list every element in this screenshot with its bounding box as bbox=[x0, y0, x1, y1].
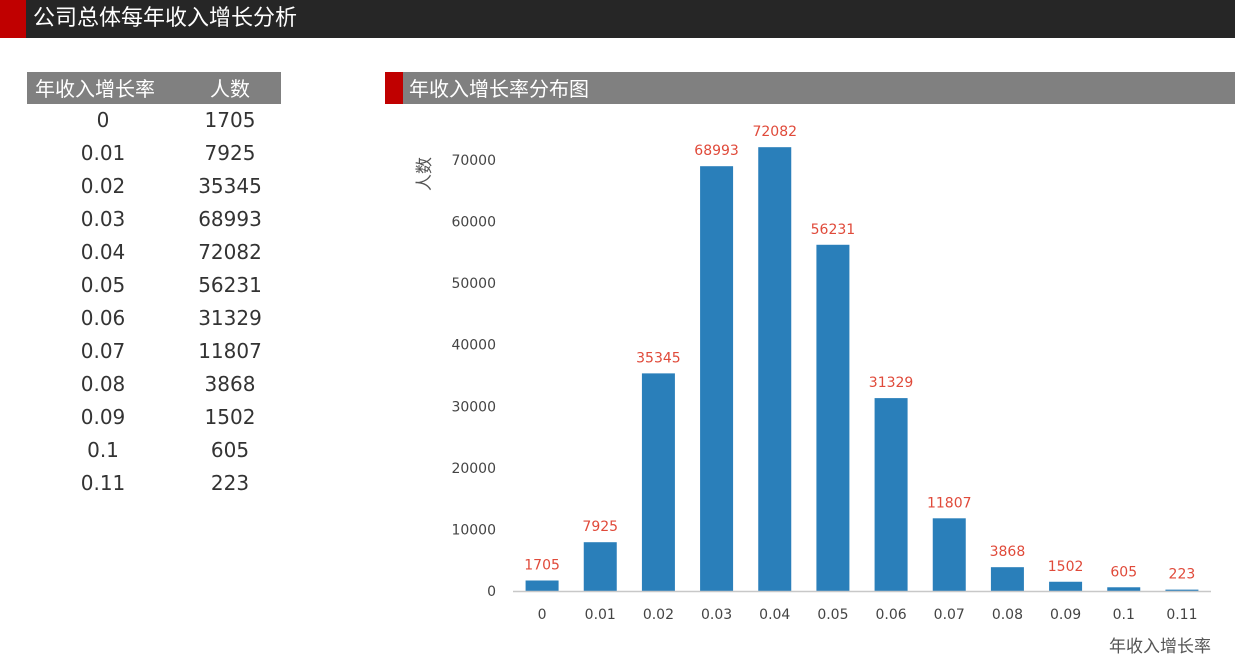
cell-count: 68993 bbox=[198, 207, 262, 231]
table-row: 0.11 223 bbox=[27, 467, 281, 500]
cell-growth-rate: 0.01 bbox=[80, 141, 126, 165]
bar-chart: 0 10000 20000 30000 40000 50000 60000 70000 人数 17… bbox=[415, 124, 1211, 657]
y-tick-label: 10000 bbox=[451, 522, 496, 538]
bar bbox=[583, 542, 617, 591]
table-row: 0.08 3868 bbox=[27, 368, 281, 401]
cell-growth-rate: 0.07 bbox=[80, 339, 126, 363]
x-tick-label: 0.04 bbox=[759, 607, 790, 623]
table-row: 0.1 605 bbox=[27, 434, 281, 467]
data-label: 605 bbox=[1110, 564, 1137, 580]
data-label: 31329 bbox=[869, 375, 914, 391]
x-tick-label: 0.11 bbox=[1166, 607, 1197, 623]
cell-count: 605 bbox=[210, 438, 250, 462]
bar bbox=[1165, 589, 1199, 591]
y-tick-label: 20000 bbox=[451, 461, 496, 477]
x-tick-label: 0.1 bbox=[1113, 607, 1135, 623]
y-tick-label: 0 bbox=[487, 584, 496, 600]
cell-growth-rate: 0.02 bbox=[80, 174, 126, 198]
y-tick-label: 50000 bbox=[451, 276, 496, 292]
y-tick-label: 70000 bbox=[451, 153, 496, 169]
title-bar: 公司总体每年收入增长分析 bbox=[0, 0, 1235, 38]
x-tick-label: 0.07 bbox=[934, 607, 965, 623]
chart-title: 年收入增长率分布图 bbox=[409, 77, 589, 101]
table-row: 0.01 7925 bbox=[27, 137, 281, 170]
x-tick-label: 0.05 bbox=[817, 607, 848, 623]
bar bbox=[932, 518, 966, 591]
x-tick-label: 0.06 bbox=[875, 607, 906, 623]
cell-count: 11807 bbox=[198, 339, 262, 363]
cell-count: 1502 bbox=[204, 405, 256, 429]
chart-header-accent bbox=[385, 72, 403, 104]
cell-growth-rate: 0.05 bbox=[80, 273, 126, 297]
bar bbox=[700, 166, 734, 591]
table-row: 0.05 56231 bbox=[27, 269, 281, 302]
data-label: 68993 bbox=[694, 143, 739, 159]
table-row: 0.02 35345 bbox=[27, 170, 281, 203]
table-row: 0.09 1502 bbox=[27, 401, 281, 434]
bar bbox=[525, 580, 559, 591]
cell-growth-rate: 0 bbox=[96, 108, 110, 132]
table-row: 0.03 68993 bbox=[27, 203, 281, 236]
x-tick-label: 0.09 bbox=[1050, 607, 1081, 623]
table-body: 0 1705 0.01 7925 0.02 35345 0.03 68993 0.04 72082… bbox=[27, 104, 281, 500]
x-tick-label: 0.02 bbox=[643, 607, 674, 623]
cell-count: 223 bbox=[210, 471, 250, 495]
title-accent bbox=[0, 0, 26, 38]
bar bbox=[1107, 587, 1141, 591]
cell-growth-rate: 0.04 bbox=[80, 240, 126, 264]
cell-count: 7925 bbox=[204, 141, 256, 165]
x-axis-title: 年收入增长率 bbox=[1109, 637, 1211, 657]
cell-growth-rate: 0.06 bbox=[80, 306, 126, 330]
x-tick-label: 0.01 bbox=[585, 607, 616, 623]
table-row: 0 1705 bbox=[27, 104, 281, 137]
cell-growth-rate: 0.1 bbox=[87, 438, 119, 462]
table-row: 0.04 72082 bbox=[27, 236, 281, 269]
data-label: 56231 bbox=[811, 222, 856, 238]
bar bbox=[641, 373, 675, 591]
bar bbox=[816, 244, 850, 591]
data-label: 3868 bbox=[990, 544, 1026, 560]
bar bbox=[990, 567, 1024, 591]
data-label: 1502 bbox=[1048, 559, 1084, 575]
page-title: 公司总体每年收入增长分析 bbox=[33, 6, 298, 31]
cell-growth-rate: 0.11 bbox=[80, 471, 126, 495]
cell-count: 3868 bbox=[204, 372, 256, 396]
cell-count: 35345 bbox=[198, 174, 262, 198]
y-tick-label: 60000 bbox=[451, 215, 496, 231]
x-tick-label: 0 bbox=[538, 607, 547, 623]
data-label: 223 bbox=[1169, 567, 1196, 583]
cell-growth-rate: 0.08 bbox=[80, 372, 126, 396]
cell-growth-rate: 0.03 bbox=[80, 207, 126, 231]
cell-count: 56231 bbox=[198, 273, 262, 297]
header-count: 人数 bbox=[210, 77, 250, 101]
bar bbox=[1049, 581, 1083, 591]
chart-header: 年收入增长率分布图 bbox=[385, 72, 1235, 104]
cell-count: 72082 bbox=[198, 240, 262, 264]
cell-count: 31329 bbox=[198, 306, 262, 330]
data-table: 年收入增长率 人数 0 1705 0.01 7925 0.02 35345 0.03 6899… bbox=[27, 72, 281, 500]
header-growth-rate: 年收入增长率 bbox=[35, 77, 155, 101]
y-axis-title: 人数 bbox=[415, 157, 435, 191]
data-label: 1705 bbox=[524, 558, 560, 574]
x-tick-label: 0.08 bbox=[992, 607, 1023, 623]
y-tick-label: 30000 bbox=[451, 399, 496, 415]
bar bbox=[874, 398, 908, 591]
table-row: 0.06 31329 bbox=[27, 302, 281, 335]
data-label: 11807 bbox=[927, 495, 972, 511]
y-tick-label: 40000 bbox=[451, 338, 496, 354]
x-tick-label: 0.03 bbox=[701, 607, 732, 623]
data-label: 7925 bbox=[582, 519, 618, 535]
cell-growth-rate: 0.09 bbox=[80, 405, 126, 429]
data-label: 35345 bbox=[636, 350, 681, 366]
bar bbox=[758, 147, 792, 591]
table-row: 0.07 11807 bbox=[27, 335, 281, 368]
cell-count: 1705 bbox=[204, 108, 256, 132]
table-header: 年收入增长率 人数 bbox=[27, 72, 281, 104]
data-label: 72082 bbox=[752, 124, 797, 140]
